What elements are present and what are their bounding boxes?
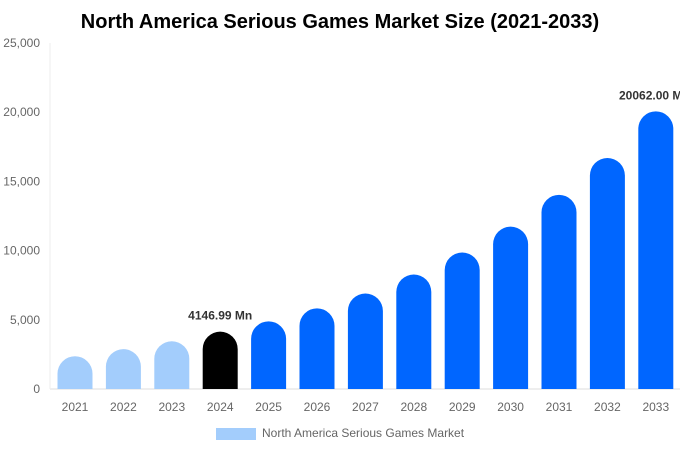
y-tick-label: 25,000 <box>3 36 40 50</box>
bar-2031[interactable] <box>541 194 577 389</box>
bar-2022[interactable] <box>105 349 141 389</box>
bar-2024[interactable] <box>202 331 238 389</box>
x-tick-label: 2033 <box>642 400 669 414</box>
x-tick-label: 2025 <box>255 400 282 414</box>
bar-2030[interactable] <box>493 226 529 389</box>
chart-title: North America Serious Games Market Size … <box>81 11 599 33</box>
bars <box>57 111 674 389</box>
x-tick-label: 2026 <box>304 400 331 414</box>
x-tick-label: 2021 <box>62 400 89 414</box>
bar-2025[interactable] <box>251 321 287 389</box>
x-tick-label: 2031 <box>546 400 573 414</box>
y-axis: 0 5,000 10,000 15,000 20,000 25,000 <box>3 36 40 396</box>
x-tick-label: 2028 <box>400 400 427 414</box>
x-tick-label: 2022 <box>110 400 137 414</box>
bar-2021[interactable] <box>57 356 93 389</box>
legend-label: North America Serious Games Market <box>262 426 465 440</box>
bar-2023[interactable] <box>154 341 190 389</box>
x-tick-label: 2030 <box>497 400 524 414</box>
y-tick-label: 10,000 <box>3 244 40 258</box>
bar-2033[interactable] <box>638 111 674 389</box>
x-tick-label: 2032 <box>594 400 621 414</box>
data-label: 4146.99 Mn <box>188 309 252 323</box>
bar-2026[interactable] <box>299 308 335 389</box>
legend-swatch <box>216 428 256 440</box>
x-tick-label: 2027 <box>352 400 379 414</box>
legend[interactable]: North America Serious Games Market <box>216 426 465 440</box>
data-labels: 4146.99 Mn 20062.00 Mn <box>188 88 680 322</box>
x-axis: 2021 2022 2023 2024 2025 2026 2027 2028 2029 2030… <box>62 400 670 414</box>
y-tick-label: 0 <box>33 382 40 396</box>
x-tick-label: 2024 <box>207 400 234 414</box>
y-tick-label: 5,000 <box>10 313 40 327</box>
y-tick-label: 20,000 <box>3 105 40 119</box>
data-label: 20062.00 Mn <box>619 88 680 102</box>
bar-2027[interactable] <box>347 293 383 389</box>
bar-2029[interactable] <box>444 252 480 389</box>
y-tick-label: 15,000 <box>3 174 40 188</box>
bar-2028[interactable] <box>396 274 432 389</box>
x-tick-label: 2023 <box>158 400 185 414</box>
bar-2032[interactable] <box>589 158 625 389</box>
x-tick-label: 2029 <box>449 400 476 414</box>
